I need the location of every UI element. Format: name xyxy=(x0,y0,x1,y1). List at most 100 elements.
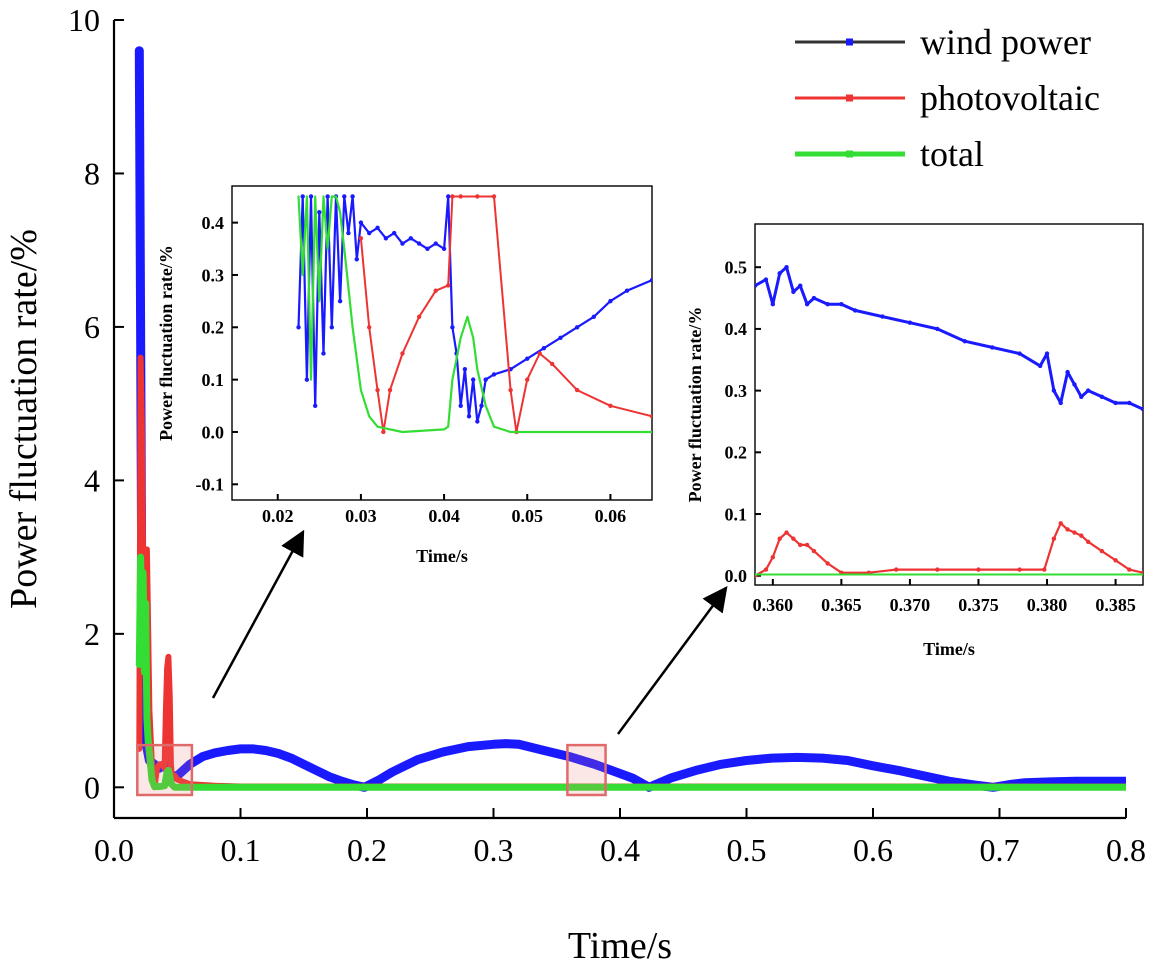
x-tick-label: 0.0 xyxy=(94,832,134,868)
y-tick-label: 2 xyxy=(84,616,100,652)
data-point xyxy=(416,241,422,246)
data-point xyxy=(387,387,393,393)
data-point xyxy=(880,314,885,319)
callout-arrow-left xyxy=(211,529,305,699)
inset-left-plot: 0.02 0.03 0.04 0.05 0.06 -0.1 0.0 0.1 0.2 0.3 0.4 T… xyxy=(156,185,653,566)
data-point xyxy=(777,271,782,276)
data-point xyxy=(450,325,455,330)
data-point xyxy=(804,542,810,548)
data-point xyxy=(450,194,455,199)
x-tick-label: 0.8 xyxy=(1106,832,1146,868)
legend: wind power photovoltaic total xyxy=(795,22,1100,174)
series-group xyxy=(755,264,1143,578)
zoom-highlight-box xyxy=(566,743,607,797)
data-point xyxy=(483,377,488,382)
data-point xyxy=(1042,567,1047,572)
data-point xyxy=(784,264,789,270)
legend-label: photovoltaic xyxy=(920,78,1100,118)
data-point xyxy=(433,241,438,246)
y-tick-label: 0.5 xyxy=(725,257,748,277)
y-tick-label: 6 xyxy=(84,309,100,345)
y-tick-label: 10 xyxy=(68,2,100,38)
data-point xyxy=(1127,567,1132,572)
data-point xyxy=(400,241,405,246)
data-point xyxy=(763,567,769,572)
data-point xyxy=(350,194,355,199)
y-tick-label: 4 xyxy=(84,463,100,499)
x-axis-title: Time/s xyxy=(568,925,672,967)
x-tick-label: 0.365 xyxy=(821,595,862,615)
data-point xyxy=(825,302,830,307)
data-point xyxy=(525,356,530,361)
data-point xyxy=(308,194,314,199)
data-point xyxy=(894,567,899,572)
x-tick-label: 0.370 xyxy=(890,595,931,615)
data-point xyxy=(1085,388,1091,393)
zoom-highlight-box xyxy=(136,743,194,797)
x-axis-title: Time/s xyxy=(416,546,468,566)
y-tick-label: 0.2 xyxy=(202,318,225,338)
y-tick-label: 0.4 xyxy=(202,213,225,233)
series-line-total xyxy=(297,195,652,434)
x-tick-label: 0.385 xyxy=(1095,595,1136,615)
callout-arrow-right xyxy=(616,585,728,735)
data-point xyxy=(1017,567,1022,572)
data-point xyxy=(433,288,438,293)
y-tick-label: 8 xyxy=(84,156,100,192)
data-point xyxy=(458,194,463,199)
data-point xyxy=(989,345,995,350)
data-point xyxy=(804,302,810,307)
data-point xyxy=(508,387,513,393)
data-point xyxy=(317,209,322,215)
series-group xyxy=(296,194,652,435)
data-point xyxy=(479,403,484,408)
x-tick-label: 0.06 xyxy=(595,506,627,526)
data-point xyxy=(962,339,967,344)
x-tick-label: 0.2 xyxy=(347,832,387,868)
data-point xyxy=(1044,351,1050,356)
series-group xyxy=(134,46,1126,792)
y-tick-label: 0.3 xyxy=(725,381,748,401)
data-point xyxy=(337,298,343,304)
data-point xyxy=(1058,400,1063,406)
data-point xyxy=(811,548,817,554)
y-axis-title: Power fluctuation rate/% xyxy=(3,229,45,609)
data-point xyxy=(1058,521,1063,526)
data-point xyxy=(1051,536,1057,541)
data-point xyxy=(462,366,468,372)
y-tick-label: 0.1 xyxy=(202,370,225,390)
data-point xyxy=(608,298,613,304)
data-point xyxy=(574,387,580,393)
data-point xyxy=(1065,369,1070,375)
data-point xyxy=(549,361,555,367)
data-point xyxy=(446,194,451,199)
data-point xyxy=(852,308,858,313)
zoom-callout-arrows xyxy=(211,529,728,735)
data-point xyxy=(811,295,817,301)
data-point xyxy=(1037,363,1043,369)
inset-frame xyxy=(231,185,653,501)
x-tick-label: 0.380 xyxy=(1027,595,1068,615)
data-point xyxy=(466,414,472,419)
legend-swatch-marker xyxy=(846,38,853,46)
data-point xyxy=(408,236,414,241)
data-point xyxy=(1127,400,1132,406)
data-point xyxy=(475,194,480,199)
y-axis-title: Power fluctuation rate/% xyxy=(156,245,176,441)
data-point xyxy=(907,320,913,325)
data-point xyxy=(391,230,397,236)
legend-swatch-marker xyxy=(846,150,853,158)
data-point xyxy=(1113,558,1118,563)
data-point xyxy=(608,403,613,408)
data-point xyxy=(1079,533,1084,538)
data-point xyxy=(1140,406,1143,412)
data-point xyxy=(470,377,476,382)
data-point xyxy=(416,314,422,320)
x-tick-label: 0.7 xyxy=(980,832,1020,868)
data-point xyxy=(329,325,335,330)
x-tick-label: 0.5 xyxy=(727,832,767,868)
y-tick-label: 0.0 xyxy=(202,422,225,442)
data-point xyxy=(346,230,351,236)
inset-right-plot: 0.360 0.365 0.370 0.375 0.380 0.385 0.0 0.1 0.2 0… xyxy=(685,223,1144,659)
inset-frame xyxy=(754,223,1144,586)
